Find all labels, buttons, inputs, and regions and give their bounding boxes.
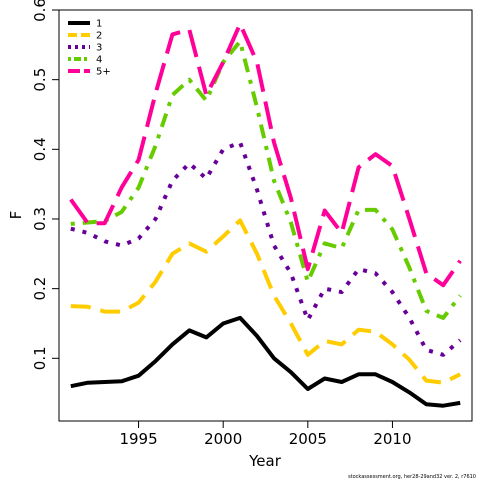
y-tick-label: 0.2 (31, 277, 49, 301)
y-axis: 0.1 0.2 0.3 0.4 0.5 0.6 (31, 0, 59, 370)
series-layer (69, 21, 462, 408)
legend-label-3: 3 (96, 43, 102, 54)
y-tick-label: 0.1 (31, 346, 49, 370)
x-axis-label: Year (248, 452, 282, 470)
y-tick-label: 0.3 (31, 207, 49, 231)
x-tick-label: 1995 (119, 430, 157, 448)
x-axis: 1995 2000 2005 2010 (119, 421, 412, 448)
legend-label-4: 4 (96, 55, 102, 66)
series-line-1 (70, 315, 461, 408)
y-tick-label: 0.4 (31, 137, 49, 161)
y-tick-label: 0.6 (31, 0, 49, 22)
x-tick-label: 2000 (204, 430, 242, 448)
x-tick-label: 2005 (289, 430, 327, 448)
series-line-5 (69, 21, 462, 288)
y-tick-label: 0.5 (31, 68, 49, 92)
plot-frame (58, 9, 473, 422)
legend-label-5: 5+ (96, 67, 111, 78)
series-line-4 (70, 39, 462, 320)
footnote: stockassessment.org, her28-29and32 ver. … (348, 474, 476, 480)
series-line-2 (70, 218, 462, 385)
legend-label-2: 2 (96, 31, 102, 42)
x-tick-label: 2010 (373, 430, 411, 448)
legend-label-1: 1 (96, 19, 102, 30)
y-axis-label: F (7, 211, 25, 220)
